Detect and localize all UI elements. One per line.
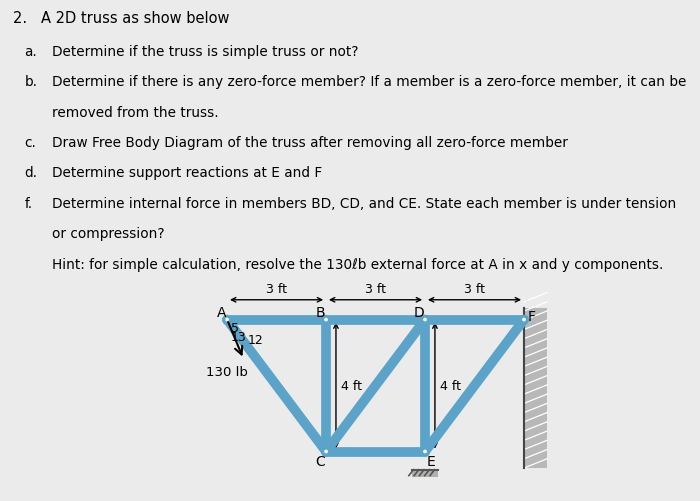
- Text: or compression?: or compression?: [52, 226, 165, 240]
- Text: B: B: [315, 306, 325, 320]
- Text: 5: 5: [231, 322, 239, 335]
- Circle shape: [421, 448, 428, 455]
- Text: C: C: [315, 454, 325, 468]
- Text: Determine if there is any zero-force member? If a member is a zero-force member,: Determine if there is any zero-force mem…: [52, 75, 687, 89]
- Text: Determine internal force in members BD, CD, and CE. State each member is under t: Determine internal force in members BD, …: [52, 196, 677, 210]
- Text: f.: f.: [25, 196, 33, 210]
- Circle shape: [521, 317, 527, 323]
- Circle shape: [224, 317, 230, 323]
- Text: E: E: [426, 454, 435, 468]
- Circle shape: [323, 317, 330, 323]
- Text: D: D: [414, 306, 424, 320]
- Text: 130 lb: 130 lb: [206, 365, 248, 378]
- Text: F: F: [527, 310, 536, 324]
- Bar: [524, 309, 547, 468]
- Text: c.: c.: [25, 136, 36, 150]
- Text: b.: b.: [25, 75, 38, 89]
- Text: Determine if the truss is simple truss or not?: Determine if the truss is simple truss o…: [52, 45, 359, 59]
- Text: 13: 13: [230, 330, 246, 343]
- Text: 12: 12: [248, 333, 263, 346]
- Text: a.: a.: [25, 45, 37, 59]
- Circle shape: [421, 317, 428, 323]
- Text: removed from the truss.: removed from the truss.: [52, 106, 219, 119]
- Text: 3 ft: 3 ft: [365, 283, 386, 296]
- Text: Determine support reactions at E and F: Determine support reactions at E and F: [52, 166, 323, 180]
- Text: 4 ft: 4 ft: [440, 379, 461, 392]
- Bar: [412, 470, 438, 477]
- Text: Hint: for simple calculation, resolve the 130ℓb external force at A in x and y c: Hint: for simple calculation, resolve th…: [52, 257, 664, 271]
- Text: 2.   A 2D truss as show below: 2. A 2D truss as show below: [13, 11, 229, 26]
- Text: A: A: [216, 306, 226, 320]
- Text: 4 ft: 4 ft: [341, 379, 362, 392]
- Circle shape: [323, 448, 330, 455]
- Text: Draw Free Body Diagram of the truss after removing all zero-force member: Draw Free Body Diagram of the truss afte…: [52, 136, 568, 150]
- Text: 3 ft: 3 ft: [464, 283, 485, 296]
- Text: 3 ft: 3 ft: [266, 283, 287, 296]
- Text: d.: d.: [25, 166, 38, 180]
